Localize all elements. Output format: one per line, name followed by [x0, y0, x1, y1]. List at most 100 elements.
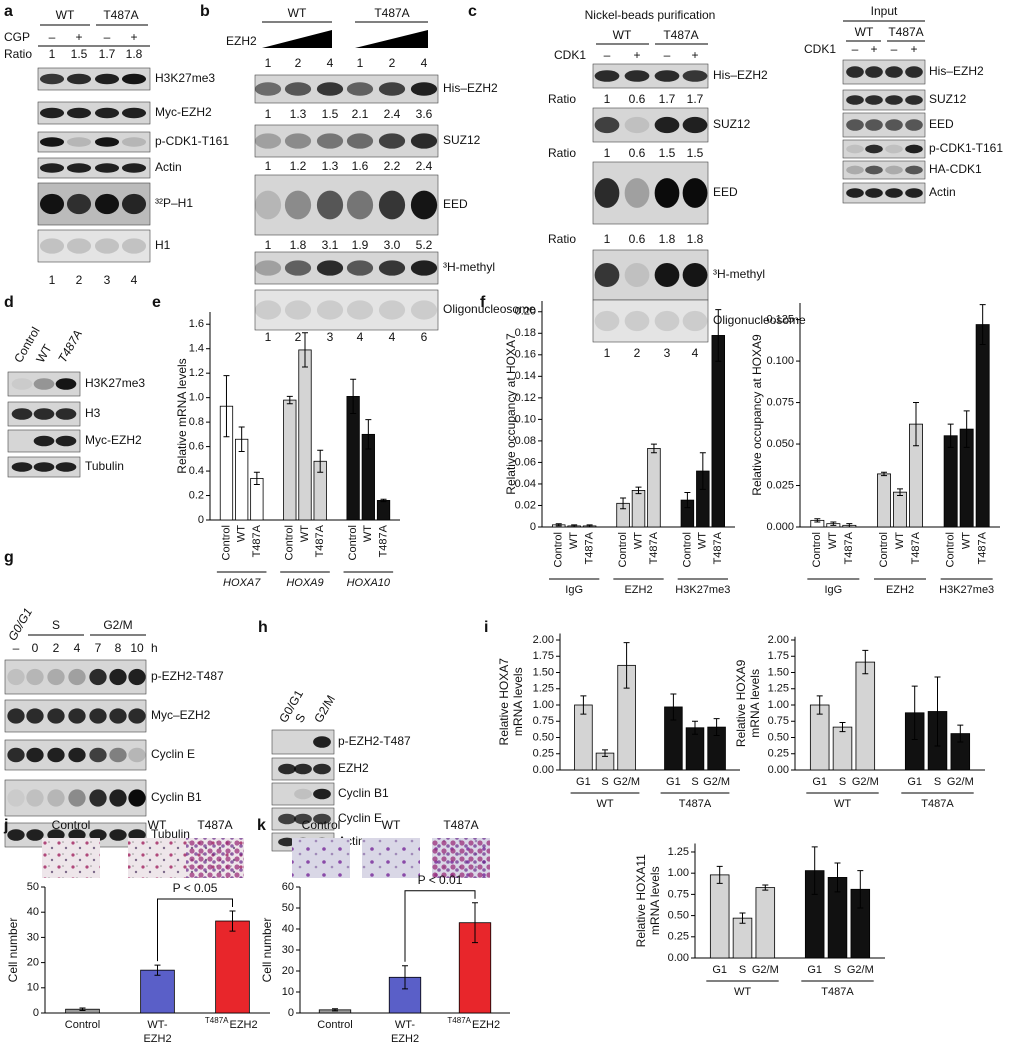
- y-tick-label: 1.25: [768, 683, 789, 695]
- y-tick-label: 0.4: [189, 465, 204, 477]
- ratio: 1.5: [687, 146, 704, 160]
- error-bar: [580, 695, 587, 715]
- band: [885, 66, 903, 78]
- bar: [877, 473, 891, 528]
- error-bar: [317, 449, 324, 473]
- error-bar: [571, 524, 578, 528]
- blot: [254, 289, 439, 331]
- blot-label: H3: [85, 406, 101, 420]
- significance-bracket: [404, 890, 476, 962]
- x-tick-label: Control: [553, 532, 565, 567]
- y-axis-label: Cell number: [6, 918, 20, 983]
- error-bar: [238, 426, 245, 452]
- sign: –: [604, 48, 611, 62]
- micrograph: [362, 838, 420, 878]
- band: [624, 178, 650, 208]
- blot-label: His–EZH2: [713, 68, 768, 82]
- band: [284, 300, 312, 320]
- band: [885, 95, 903, 105]
- band: [346, 133, 374, 149]
- band: [624, 116, 650, 134]
- blot-label: Actin: [155, 160, 182, 174]
- y-tick-label: 0.050: [766, 438, 794, 450]
- band: [66, 193, 92, 215]
- error-bar: [286, 395, 293, 405]
- blot-label: Cyclin E: [151, 747, 195, 761]
- y-tick-label: 0.10: [515, 413, 536, 425]
- group-label: WT: [855, 25, 874, 39]
- band: [316, 260, 344, 276]
- blot-label: p-CDK1-T161: [929, 141, 1003, 155]
- panel-title: Nickel-beads purification: [585, 8, 716, 22]
- y-tick-label: 1.75: [768, 650, 789, 662]
- error-bar: [692, 720, 698, 735]
- y-tick-label: 50: [27, 881, 39, 893]
- micrograph: [292, 838, 350, 878]
- ratio: 2.1: [352, 107, 369, 121]
- y-tick-label: 0.02: [515, 499, 536, 511]
- blot: [254, 251, 439, 285]
- ratio-label: Ratio: [4, 47, 32, 61]
- error-bar: [79, 1007, 86, 1011]
- blot: [842, 89, 926, 111]
- bar: [893, 491, 907, 528]
- ratio: 1.8: [687, 232, 704, 246]
- blot-label: Tubulin: [85, 459, 124, 473]
- band: [26, 747, 44, 763]
- y-tick-label: 0.25: [668, 931, 689, 943]
- band: [7, 747, 25, 763]
- blot-label: Myc-EZH2: [155, 105, 212, 119]
- blot: [271, 782, 335, 806]
- error-bar: [229, 910, 236, 932]
- x-tick-label: WT: [697, 532, 709, 549]
- band: [313, 736, 331, 748]
- y-tick-label: 50: [282, 902, 294, 914]
- band: [254, 82, 282, 96]
- group-label: WT: [56, 8, 75, 22]
- x-tick-label: WT: [299, 525, 311, 542]
- bar: [574, 704, 593, 771]
- x-tick-label: WT: [362, 525, 374, 542]
- band: [885, 119, 903, 131]
- band: [278, 813, 296, 825]
- image-label: WT: [148, 818, 167, 832]
- y-tick-label: 0: [530, 521, 536, 533]
- blot-label: Cyclin E: [338, 811, 382, 825]
- y-tick-label: 0: [288, 1007, 294, 1019]
- x-tick-label: T487A: [584, 531, 596, 564]
- band: [66, 163, 92, 173]
- error-bar: [715, 309, 722, 362]
- band: [346, 190, 374, 220]
- ratio: 1.5: [322, 107, 339, 121]
- y-axis-label: Relative occupancy at HOXA9: [750, 334, 764, 496]
- ratio: 1: [604, 232, 611, 246]
- error-bar: [635, 486, 642, 495]
- x-tick-label: G1: [576, 776, 591, 788]
- band: [66, 107, 92, 119]
- error-bar: [934, 676, 941, 747]
- dose: 2: [389, 56, 396, 70]
- group-label: HOXA10: [347, 577, 391, 589]
- panel-letter: g: [4, 549, 14, 566]
- band: [654, 263, 680, 287]
- time: 8: [115, 641, 122, 655]
- band: [346, 300, 374, 320]
- error-bar: [830, 521, 837, 526]
- sign: +: [130, 30, 137, 44]
- x-tick-label: G1: [666, 776, 681, 788]
- band: [885, 144, 903, 154]
- bar: [376, 500, 391, 521]
- band: [121, 137, 147, 147]
- lane-number: 1: [265, 330, 272, 344]
- blot-label: p-EZH2-T487: [151, 669, 224, 683]
- time: 10: [130, 641, 144, 655]
- band: [7, 668, 25, 686]
- band: [121, 163, 147, 173]
- x-tick-label: G2/M: [852, 776, 879, 788]
- y-tick-label: 0.075: [766, 396, 794, 408]
- ratio: 2.2: [384, 159, 401, 173]
- x-tick-label: WT: [961, 532, 973, 549]
- y-tick-label: 60: [282, 881, 294, 893]
- y-axis-label: Cell number: [260, 918, 274, 983]
- blot-label: H3K27me3: [155, 71, 215, 85]
